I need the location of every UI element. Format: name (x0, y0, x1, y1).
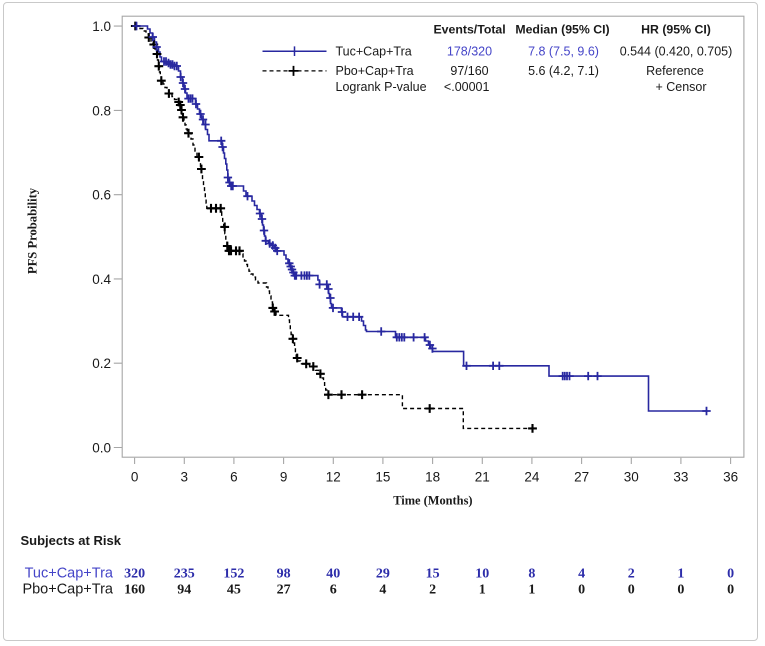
svg-text:7.8 (7.5, 9.6): 7.8 (7.5, 9.6) (528, 44, 599, 58)
svg-text:HR (95% CI): HR (95% CI) (641, 23, 711, 37)
svg-text:40: 40 (326, 567, 340, 582)
svg-text:Median (95% CI): Median (95% CI) (515, 23, 609, 37)
svg-text:18: 18 (425, 470, 440, 485)
svg-text:0.6: 0.6 (92, 188, 111, 203)
svg-text:0.0: 0.0 (92, 441, 111, 456)
svg-text:0.8: 0.8 (92, 103, 111, 118)
svg-text:21: 21 (475, 470, 490, 485)
svg-text:36: 36 (723, 470, 738, 485)
svg-text:94: 94 (177, 583, 191, 598)
svg-text:4: 4 (578, 567, 585, 582)
svg-text:0.2: 0.2 (92, 356, 111, 371)
svg-text:1: 1 (479, 583, 486, 598)
svg-text:10: 10 (475, 567, 489, 582)
svg-text:0: 0 (131, 470, 139, 485)
svg-text:Events/Total: Events/Total (433, 23, 505, 37)
svg-text:30: 30 (624, 470, 639, 485)
svg-text:0.4: 0.4 (92, 272, 111, 287)
svg-text:<.00001: <.00001 (444, 80, 490, 94)
svg-text:5.6 (4.2, 7.1): 5.6 (4.2, 7.1) (528, 64, 599, 78)
svg-text:3: 3 (181, 470, 189, 485)
svg-text:0.544 (0.420, 0.705): 0.544 (0.420, 0.705) (620, 44, 733, 58)
svg-text:PFS Probability: PFS Probability (26, 187, 40, 274)
svg-text:1: 1 (528, 583, 535, 598)
svg-text:6: 6 (330, 583, 337, 598)
svg-text:0: 0 (677, 583, 684, 598)
svg-text:27: 27 (277, 583, 291, 598)
svg-text:152: 152 (223, 567, 244, 582)
svg-text:178/320: 178/320 (447, 44, 492, 58)
svg-text:Pbo+Cap+Tra: Pbo+Cap+Tra (336, 64, 414, 78)
svg-text:29: 29 (376, 567, 390, 582)
svg-text:1: 1 (677, 567, 684, 582)
svg-text:320: 320 (124, 567, 145, 582)
svg-text:160: 160 (124, 583, 145, 598)
svg-text:+ Censor: + Censor (655, 80, 706, 94)
svg-text:0: 0 (628, 583, 635, 598)
svg-text:0: 0 (578, 583, 585, 598)
svg-text:Reference: Reference (646, 64, 704, 78)
svg-text:24: 24 (524, 470, 540, 485)
svg-text:6: 6 (230, 470, 238, 485)
svg-text:Pbo+Cap+Tra: Pbo+Cap+Tra (22, 582, 113, 598)
svg-text:33: 33 (673, 470, 688, 485)
svg-text:12: 12 (326, 470, 341, 485)
svg-text:4: 4 (379, 583, 386, 598)
svg-text:15: 15 (375, 470, 390, 485)
svg-text:97/160: 97/160 (450, 64, 488, 78)
svg-text:2: 2 (429, 583, 436, 598)
svg-text:9: 9 (280, 470, 288, 485)
svg-text:1.0: 1.0 (92, 19, 111, 34)
svg-text:Time (Months): Time (Months) (393, 494, 472, 508)
svg-text:45: 45 (227, 583, 241, 598)
svg-text:0: 0 (727, 567, 734, 582)
svg-text:98: 98 (277, 567, 291, 582)
svg-text:Subjects at Risk: Subjects at Risk (21, 533, 122, 548)
svg-text:Logrank P-value: Logrank P-value (336, 80, 427, 94)
svg-text:2: 2 (628, 567, 635, 582)
svg-text:8: 8 (528, 567, 535, 582)
svg-text:15: 15 (426, 567, 440, 582)
svg-text:0: 0 (727, 583, 734, 598)
svg-text:235: 235 (174, 567, 195, 582)
svg-text:Tuc+Cap+Tra: Tuc+Cap+Tra (336, 44, 412, 58)
svg-text:Tuc+Cap+Tra: Tuc+Cap+Tra (25, 566, 114, 582)
svg-text:27: 27 (574, 470, 589, 485)
